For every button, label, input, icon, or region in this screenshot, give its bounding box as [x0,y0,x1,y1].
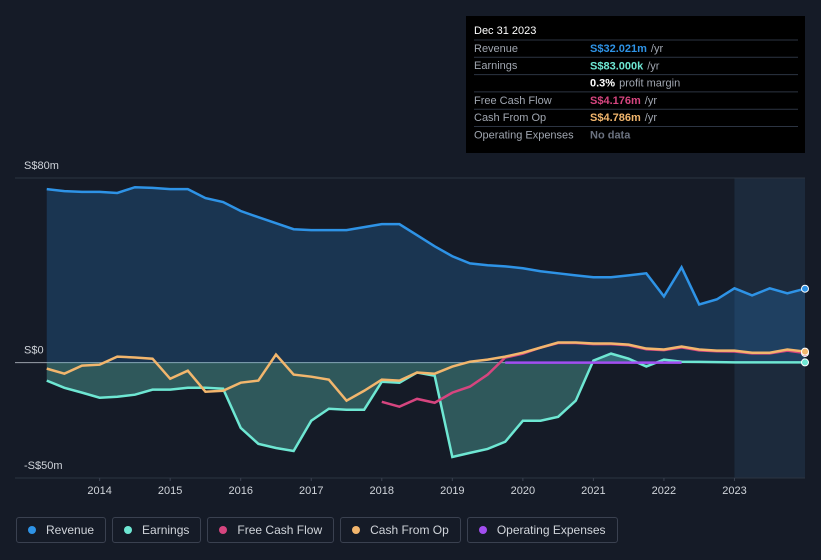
x-tick-label: 2019 [440,485,464,497]
area [46,187,805,363]
highlight-region [734,178,805,478]
legend-swatch [352,526,361,534]
legend-label: Operating Expenses [496,523,606,537]
tooltip: Dec 31 2023 Revenue S$32.021m/yr Earnings S$… [466,16,805,153]
tooltip-label: Revenue [474,43,518,55]
tooltip-box [466,16,805,153]
tooltip-value-text: S$83.000k [590,60,644,72]
tooltip-suffix: /yr [651,43,664,55]
tooltip-suffix: profit margin [619,78,680,90]
tooltip-label: Free Cash Flow [474,95,552,107]
line [46,341,806,403]
tooltip-value: S$4.176m/yr [590,95,657,107]
x-tick-label: 2023 [722,485,746,497]
legend-item[interactable]: Operating Expenses [466,517,618,543]
tooltip-label: Cash From Op [474,112,546,124]
tooltip-value: S$4.786m/yr [590,112,657,124]
end-point [801,347,809,356]
tooltip-value-text: S$4.176m [590,95,641,107]
x-tick-label: 2022 [652,485,676,497]
x-tick-label: 2020 [511,485,535,497]
x-tick-label: 2015 [158,485,182,497]
legend-swatch [28,526,36,534]
legend-item[interactable]: Free Cash Flow [207,517,335,543]
tooltip-label: Earnings [474,60,518,72]
area [46,353,805,457]
legend: Revenue Earnings Free Cash Flow Cash From O… [16,517,618,543]
tooltip-suffix: /yr [647,60,660,72]
tooltip-title: Dec 31 2023 [474,25,536,37]
tooltip-value-text: S$4.786m [590,112,641,124]
tooltip-value: 0.3% profit margin [590,78,680,90]
tooltip-value: No data [590,129,631,141]
legend-swatch [478,526,487,534]
end-point [801,284,809,293]
tooltip-value: S$83.000k/yr [590,60,660,72]
tooltip-value: S$32.021m/yr [590,43,663,55]
legend-label: Earnings [142,523,190,537]
line [46,185,806,306]
legend-swatch [219,526,228,534]
chart: -S$50m S$0 S$80m 2014 2015 2016 2017 2018 2019 20… [15,16,809,497]
legend-label: Cash From Op [370,523,449,537]
x-tick-label: 2014 [87,485,111,497]
legend-item[interactable]: Cash From Op [340,517,461,543]
x-tick-label: 2018 [370,485,394,497]
tooltip-value-text: No data [590,129,631,141]
tooltip-suffix: /yr [645,95,658,107]
legend-label: Free Cash Flow [237,523,323,537]
y-tick-label: -S$50m [24,460,63,472]
x-tick-label: 2021 [581,485,605,497]
legend-label: Revenue [46,523,95,537]
end-point [801,358,809,367]
x-tick-label: 2017 [299,485,323,497]
y-tick-label: S$80m [24,160,59,172]
tooltip-value-text: S$32.021m [590,43,647,55]
tooltip-value-text: 0.3% [590,78,615,90]
tooltip-suffix: /yr [645,112,658,124]
legend-item[interactable]: Earnings [112,517,202,543]
x-tick-label: 2016 [228,485,252,497]
legend-item[interactable]: Revenue [16,517,107,543]
tooltip-label: Operating Expenses [474,129,574,141]
y-tick-label: S$0 [24,345,44,357]
legend-swatch [124,526,133,534]
